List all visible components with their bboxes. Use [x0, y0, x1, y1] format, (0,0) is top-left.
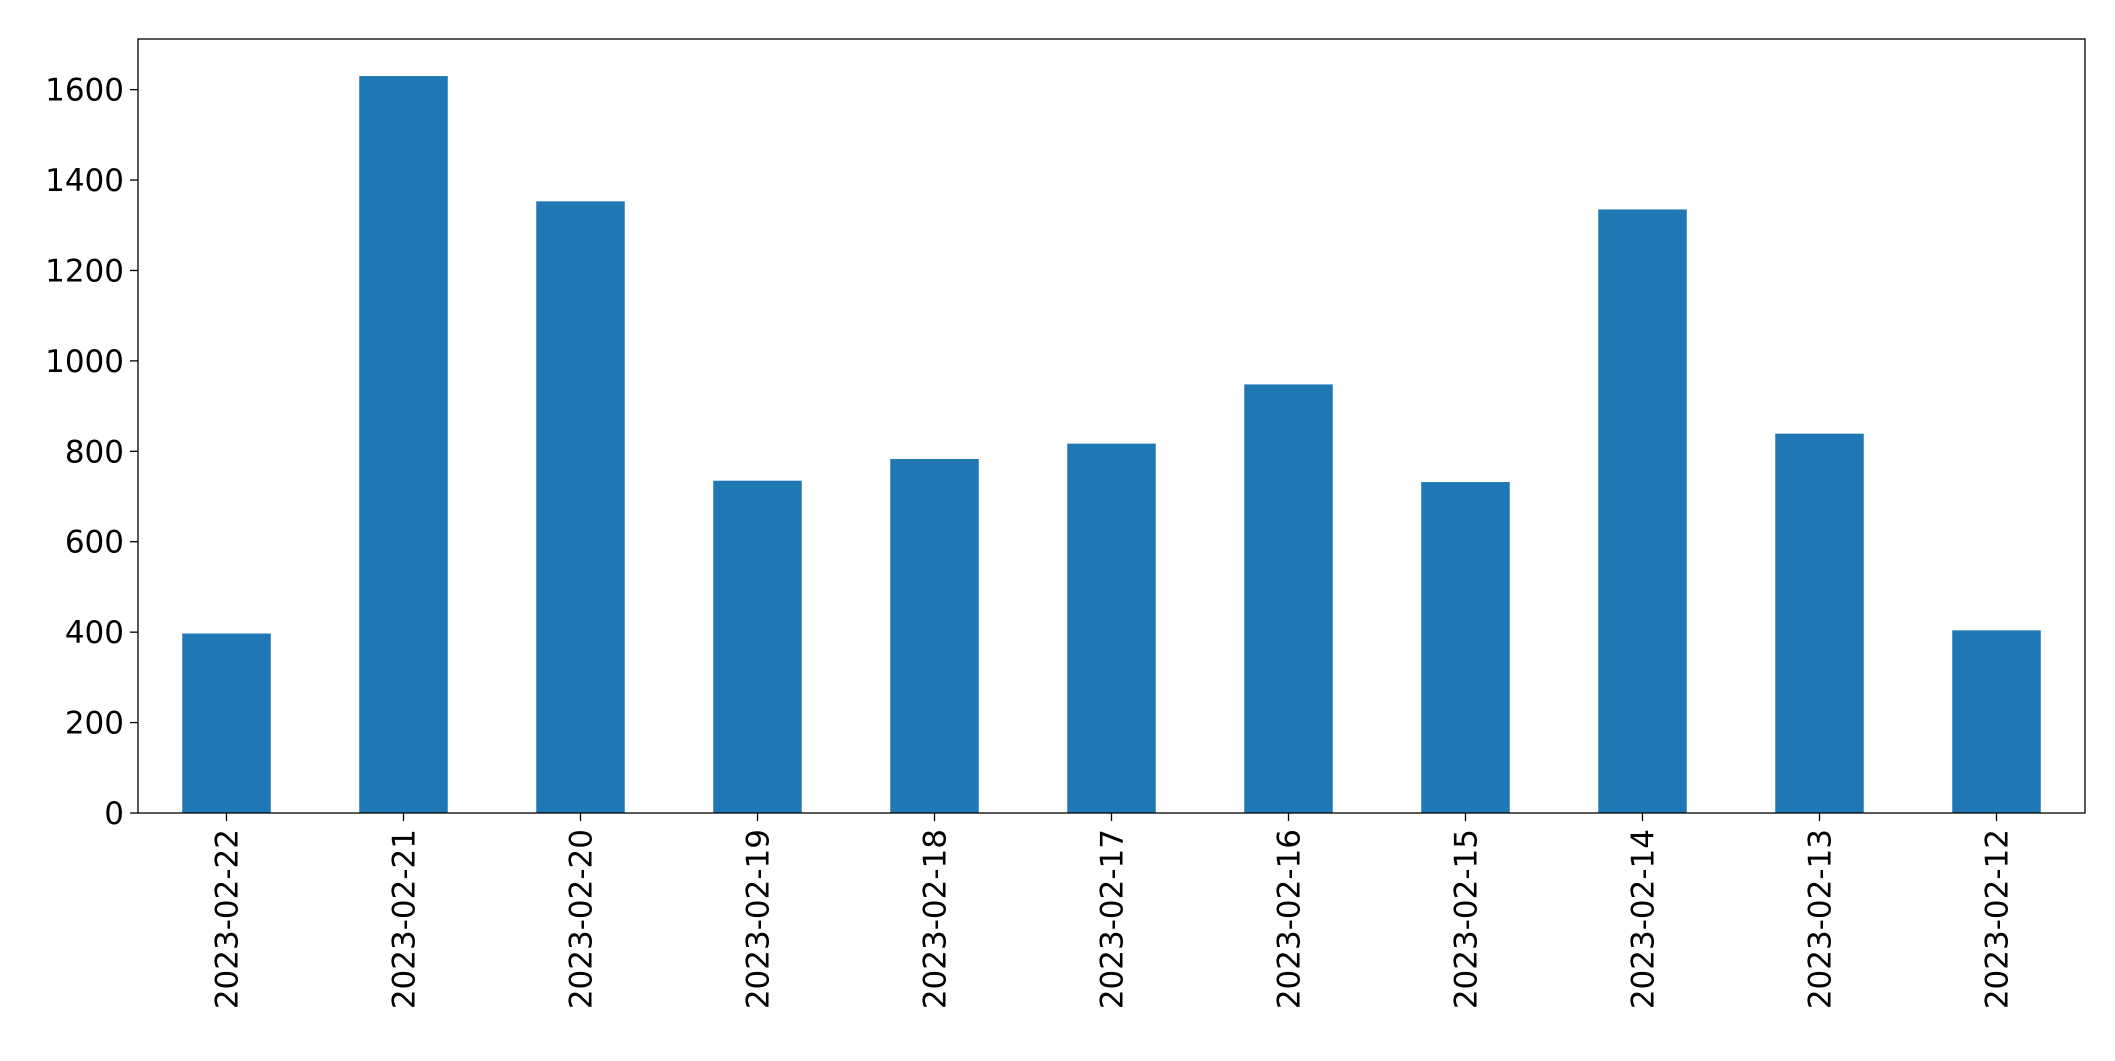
y-tick-label: 1600	[45, 73, 124, 109]
bar	[1952, 630, 2041, 813]
bar	[713, 480, 802, 813]
x-tick-label: 2023-02-19	[741, 829, 777, 1009]
bar	[1775, 433, 1864, 813]
x-tick-label: 2023-02-14	[1626, 829, 1662, 1009]
x-tick-label: 2023-02-20	[564, 829, 600, 1009]
x-tick-label: 2023-02-16	[1272, 829, 1308, 1009]
y-tick-label: 600	[65, 525, 124, 561]
x-tick-label: 2023-02-21	[387, 829, 423, 1009]
x-tick-label: 2023-02-22	[210, 829, 246, 1009]
bar	[536, 201, 625, 813]
x-tick-label: 2023-02-18	[918, 829, 954, 1009]
x-tick-label: 2023-02-13	[1803, 829, 1839, 1009]
x-tick-label: 2023-02-17	[1095, 829, 1131, 1009]
bar	[359, 76, 448, 813]
y-tick-label: 0	[104, 796, 124, 832]
y-tick-label: 1000	[45, 344, 124, 380]
bar	[1067, 443, 1156, 813]
y-tick-label: 1400	[45, 163, 124, 199]
y-tick-label: 200	[65, 706, 124, 742]
bar	[1244, 384, 1333, 813]
bar	[182, 633, 271, 813]
x-tick-label: 2023-02-12	[1980, 829, 2016, 1009]
y-tick-label: 400	[65, 615, 124, 651]
y-tick-label: 800	[65, 434, 124, 470]
bar	[1421, 482, 1510, 813]
bar	[890, 459, 979, 813]
y-tick-label: 1200	[45, 253, 124, 289]
x-tick-label: 2023-02-15	[1449, 829, 1485, 1009]
plot-frame	[137, 38, 2086, 814]
bar	[1598, 209, 1687, 814]
